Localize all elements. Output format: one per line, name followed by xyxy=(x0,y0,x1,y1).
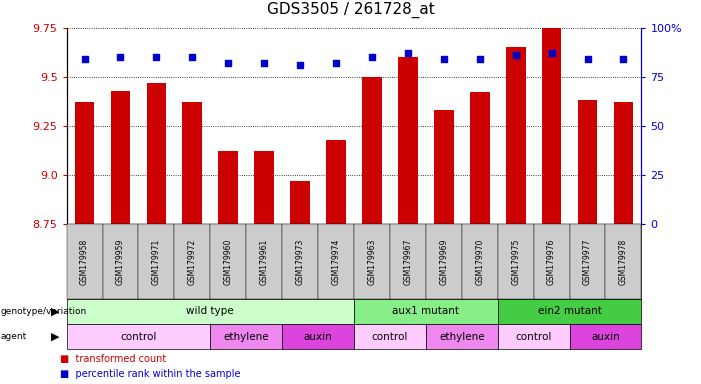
Bar xyxy=(578,100,597,224)
Text: aux1 mutant: aux1 mutant xyxy=(393,306,459,316)
Point xyxy=(367,54,378,60)
Text: GSM179963: GSM179963 xyxy=(367,238,376,285)
Bar xyxy=(613,102,633,224)
Text: ▶: ▶ xyxy=(51,306,60,316)
Point xyxy=(546,50,557,56)
Bar xyxy=(290,181,310,224)
Text: control: control xyxy=(515,331,552,341)
Text: genotype/variation: genotype/variation xyxy=(1,307,87,316)
Text: ■  percentile rank within the sample: ■ percentile rank within the sample xyxy=(60,369,240,379)
Text: GDS3505 / 261728_at: GDS3505 / 261728_at xyxy=(266,2,435,18)
Text: ▶: ▶ xyxy=(51,331,60,341)
Point xyxy=(510,52,522,58)
Bar xyxy=(542,28,562,224)
Bar xyxy=(254,151,274,224)
Bar xyxy=(434,110,454,224)
Point xyxy=(618,56,629,62)
Bar xyxy=(111,91,130,224)
Point xyxy=(79,56,90,62)
Text: GSM179978: GSM179978 xyxy=(619,238,628,285)
Bar xyxy=(506,47,526,224)
Text: GSM179977: GSM179977 xyxy=(583,238,592,285)
Text: GSM179974: GSM179974 xyxy=(332,238,341,285)
Text: auxin: auxin xyxy=(304,331,332,341)
Text: GSM179972: GSM179972 xyxy=(188,238,197,285)
Text: GSM179970: GSM179970 xyxy=(475,238,484,285)
Text: GSM179976: GSM179976 xyxy=(547,238,556,285)
Text: auxin: auxin xyxy=(591,331,620,341)
Bar xyxy=(219,151,238,224)
Point xyxy=(259,60,270,66)
Bar xyxy=(182,102,202,224)
Point xyxy=(115,54,126,60)
Point xyxy=(330,60,341,66)
Point xyxy=(438,56,449,62)
Text: agent: agent xyxy=(1,332,27,341)
Text: GSM179959: GSM179959 xyxy=(116,238,125,285)
Point xyxy=(186,54,198,60)
Bar xyxy=(470,93,489,224)
Point xyxy=(223,60,234,66)
Point xyxy=(151,54,162,60)
Point xyxy=(582,56,593,62)
Bar xyxy=(398,57,418,224)
Text: wild type: wild type xyxy=(186,306,234,316)
Bar xyxy=(326,139,346,224)
Bar xyxy=(362,77,382,224)
Text: control: control xyxy=(121,331,156,341)
Text: GSM179958: GSM179958 xyxy=(80,238,89,285)
Text: GSM179967: GSM179967 xyxy=(403,238,412,285)
Bar xyxy=(75,102,95,224)
Point xyxy=(402,50,414,56)
Text: GSM179971: GSM179971 xyxy=(152,238,161,285)
Point xyxy=(294,62,306,68)
Text: ethylene: ethylene xyxy=(224,331,269,341)
Text: ein2 mutant: ein2 mutant xyxy=(538,306,601,316)
Text: ■  transformed count: ■ transformed count xyxy=(60,354,166,364)
Text: ethylene: ethylene xyxy=(439,331,484,341)
Text: GSM179960: GSM179960 xyxy=(224,238,233,285)
Text: GSM179969: GSM179969 xyxy=(440,238,449,285)
Bar xyxy=(147,83,166,224)
Text: GSM179973: GSM179973 xyxy=(296,238,305,285)
Text: GSM179975: GSM179975 xyxy=(511,238,520,285)
Text: control: control xyxy=(372,331,408,341)
Text: GSM179961: GSM179961 xyxy=(259,238,268,285)
Point xyxy=(474,56,485,62)
